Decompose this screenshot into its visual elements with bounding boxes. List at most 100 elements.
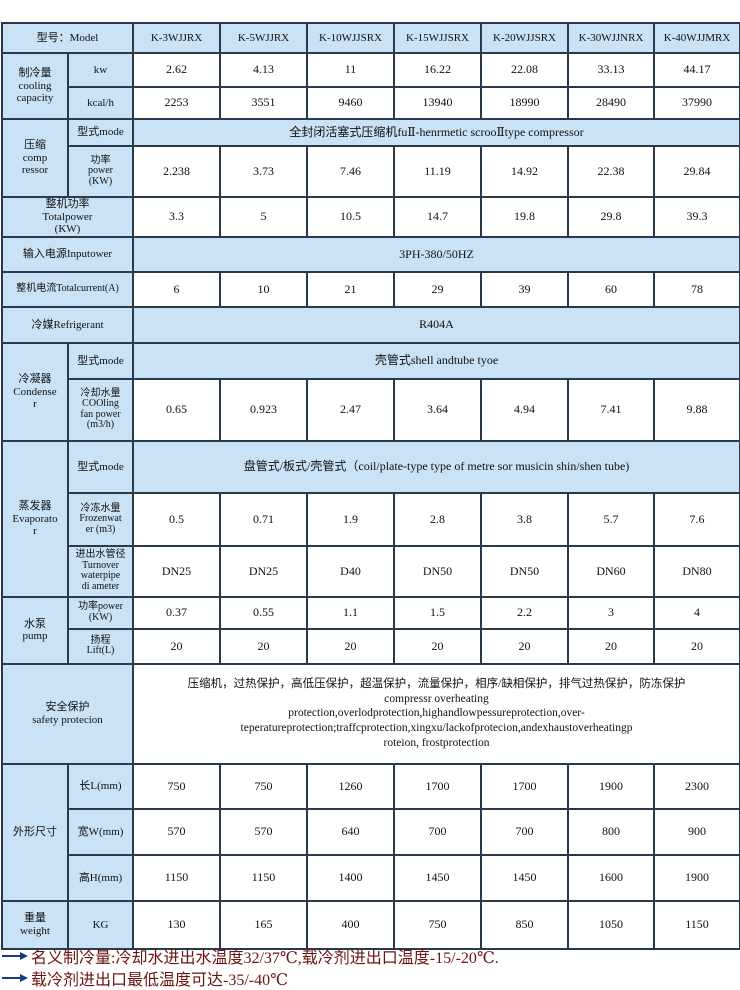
value-cell: 7.41 (567, 377, 656, 442)
value-cell: DN50 (480, 544, 570, 598)
value-cell: 165 (219, 899, 309, 950)
value-cell: DN25 (219, 544, 309, 598)
row-label: 进出水管径 Turnover waterpipe di ameter (66, 544, 135, 598)
spec-table: 型号：Model K-3WJJRX K-5WJJRX K-10WJJSRX K-15WJ… (0, 22, 740, 950)
value-cell: 14.7 (393, 196, 483, 238)
value-cell: 29 (393, 270, 483, 308)
row-label: 功率 power (KW) (66, 145, 135, 198)
arrow-icon (2, 974, 28, 982)
table-row: 水泵 pump 功率power (KW) 0.37 0.55 1.1 1.5 2.2 3 4 (1, 595, 740, 665)
value-cell: 13940 (393, 86, 483, 120)
value-cell: 9.88 (653, 377, 740, 442)
arrow-icon (2, 952, 28, 960)
value-cell: 3551 (219, 86, 309, 120)
value-cell: 20 (480, 627, 570, 665)
value-cell: 39.3 (653, 196, 740, 238)
row-label: 功率power (KW) (66, 595, 135, 630)
merged-value: R404A (132, 305, 740, 344)
value-cell: 2.238 (132, 145, 222, 198)
table-row: 整机功率 Totalpower (KW) 3.3 5 10.5 14.7 19.8 29.8… (0, 196, 740, 238)
value-cell: 7.6 (653, 491, 740, 547)
value-cell: 1900 (567, 762, 656, 810)
value-cell: 3.64 (393, 377, 483, 442)
value-cell: 22.38 (567, 145, 656, 198)
value-cell: 5.7 (567, 491, 656, 547)
group-label: 蒸发器 Evaporato r (1, 439, 69, 598)
value-cell: 1.5 (393, 595, 483, 630)
header-cell: K-20WJJSRX (480, 22, 570, 54)
value-cell: 20 (393, 627, 483, 665)
row-label: 长L(mm) (66, 762, 135, 810)
table-row: 高H(mm) 1150 1150 1400 1450 1450 1600 1900 (2, 853, 740, 902)
group-label: 冷凝器 Condense r (1, 341, 69, 442)
row-label: 输入电源Inputower (0, 235, 135, 273)
value-cell: 60 (567, 270, 656, 308)
row-label: 宽W(mm) (66, 807, 135, 856)
value-cell: 1400 (306, 853, 396, 902)
note: 名义制冷量:冷却水进出水温度32/37℃,载冷剂进出口温度-15/-20℃. (2, 944, 499, 968)
value-cell: 900 (653, 807, 740, 856)
value-cell: 6 (132, 270, 222, 308)
value-cell: DN60 (567, 544, 656, 598)
group-label: 外形尺寸 (1, 762, 69, 902)
value-cell: 7.46 (306, 145, 396, 198)
table-row: 安全保护 safety protecion 压缩机，过热保护，高低压保护，超温保护… (0, 662, 740, 765)
table-row: kcal/h 2253 3551 9460 13940 18990 28490 37990 (2, 86, 740, 120)
table-row: 重量 weight KG 130 165 400 750 850 1050 1150 (1, 899, 740, 950)
value-cell: 3.8 (480, 491, 570, 547)
table-row: 整机电流Totalcurrent(A) 6 10 21 29 39 60 78 (0, 270, 740, 308)
value-cell: DN50 (393, 544, 483, 598)
value-cell: D40 (306, 544, 396, 598)
value-cell: 20 (567, 627, 656, 665)
value-cell: 16.22 (393, 52, 483, 88)
value-cell: 11 (306, 52, 396, 88)
table-row: 宽W(mm) 570 570 640 700 700 800 900 (2, 807, 740, 856)
row-label: 冷媒Refrigerant (0, 305, 135, 344)
value-cell: 22.08 (480, 52, 570, 88)
value-cell: 1450 (393, 853, 483, 902)
value-cell: 10.5 (306, 196, 396, 238)
value-cell: 1260 (306, 762, 396, 810)
row-label: 型式mode (66, 439, 135, 494)
value-cell: 640 (306, 807, 396, 856)
row-label: 整机功率 Totalpower (KW) (0, 196, 135, 238)
value-cell: 0.71 (219, 491, 309, 547)
value-cell: 4.13 (219, 52, 309, 88)
value-cell: 0.65 (132, 377, 222, 442)
value-cell: 1600 (567, 853, 656, 902)
value-cell: 9460 (306, 86, 396, 120)
table-row: 蒸发器 Evaporato r 型式mode 盘管式/板式/壳管式（coil/pla… (1, 439, 740, 598)
table-row: 型号：Model K-3WJJRX K-5WJJRX K-10WJJSRX K-15WJ… (0, 22, 740, 54)
row-label: 型式mode (66, 341, 135, 380)
header-cell: 型号：Model (0, 22, 135, 54)
row-label: 扬程 Lift(L) (66, 627, 135, 665)
table-row: 冷凝器 Condense r 型式mode 壳管式shell andtube tyo… (1, 341, 740, 442)
value-cell: 0.55 (219, 595, 309, 630)
value-cell: 2253 (132, 86, 222, 120)
value-cell: 2300 (653, 762, 740, 810)
value-cell: 750 (132, 762, 222, 810)
value-cell: 29.8 (567, 196, 656, 238)
header-cell: K-40WJJMRX (653, 22, 740, 54)
value-cell: 1.1 (306, 595, 396, 630)
value-cell: 11.19 (393, 145, 483, 198)
value-cell: 1450 (480, 853, 570, 902)
value-cell: DN25 (132, 544, 222, 598)
row-label: 冷冻水量 Frozenwat er (m3) (66, 491, 135, 547)
value-cell: 3.3 (132, 196, 222, 238)
row-label: 安全保护 safety protecion (0, 662, 135, 765)
value-cell: 20 (132, 627, 222, 665)
value-cell: 570 (132, 807, 222, 856)
merged-value: 3PH-380/50HZ (132, 235, 740, 273)
value-cell: 1.9 (306, 491, 396, 547)
value-cell: 18990 (480, 86, 570, 120)
value-cell: 4.94 (480, 377, 570, 442)
row-label: 冷却水量 COOling fan power (m3/h) (66, 377, 135, 442)
merged-value: 全封闭活塞式压缩机fuⅡ-henrmetic scrooⅡtype compre… (132, 118, 740, 147)
value-cell: 0.923 (219, 377, 309, 442)
table-row: 冷却水量 COOling fan power (m3/h) 0.65 0.923 2.… (2, 377, 740, 442)
value-cell: 29.84 (653, 145, 740, 198)
table-row: 输入电源Inputower 3PH-380/50HZ (0, 235, 740, 273)
value-cell: 1900 (653, 853, 740, 902)
